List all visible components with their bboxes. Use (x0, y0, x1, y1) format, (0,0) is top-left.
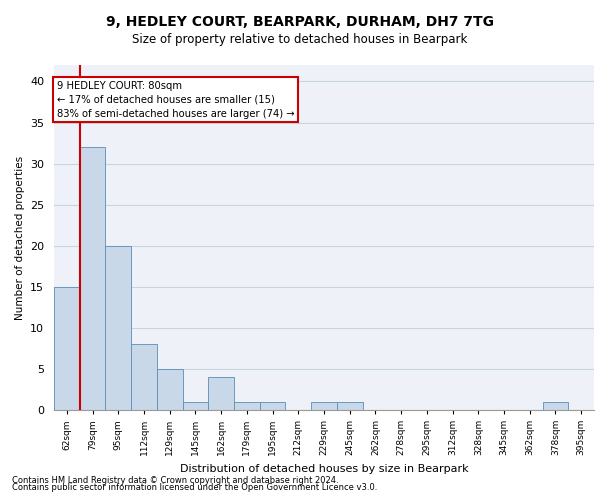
Bar (157, 369, 182, 410)
Bar (311, 402, 337, 410)
Bar (337, 402, 362, 410)
Bar (106, 246, 131, 410)
Bar (208, 377, 234, 410)
Y-axis label: Number of detached properties: Number of detached properties (14, 156, 25, 320)
Bar (54, 287, 80, 410)
Text: 9 HEDLEY COURT: 80sqm
← 17% of detached houses are smaller (15)
83% of semi-deta: 9 HEDLEY COURT: 80sqm ← 17% of detached … (57, 80, 295, 118)
Bar (182, 402, 208, 410)
Text: Contains HM Land Registry data © Crown copyright and database right 2024.: Contains HM Land Registry data © Crown c… (12, 476, 338, 485)
Bar (234, 402, 260, 410)
Bar (542, 402, 568, 410)
Text: Size of property relative to detached houses in Bearpark: Size of property relative to detached ho… (133, 32, 467, 46)
Bar (80, 147, 106, 410)
Text: Contains public sector information licensed under the Open Government Licence v3: Contains public sector information licen… (12, 484, 377, 492)
X-axis label: Distribution of detached houses by size in Bearpark: Distribution of detached houses by size … (179, 464, 469, 473)
Bar (260, 402, 286, 410)
Text: 9, HEDLEY COURT, BEARPARK, DURHAM, DH7 7TG: 9, HEDLEY COURT, BEARPARK, DURHAM, DH7 7… (106, 15, 494, 29)
Bar (131, 344, 157, 410)
